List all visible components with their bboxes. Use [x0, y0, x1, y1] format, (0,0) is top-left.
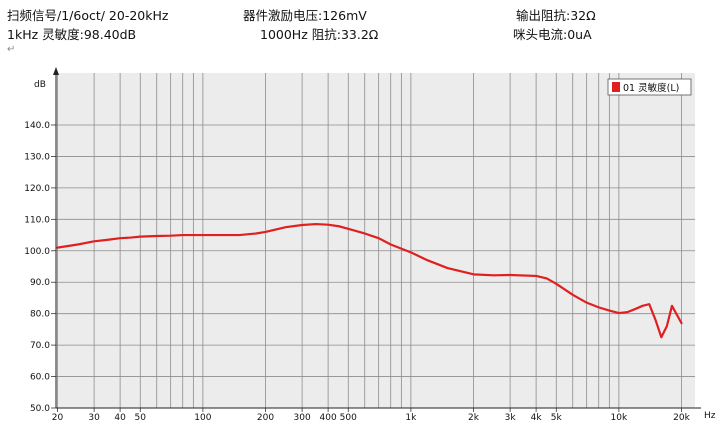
y-tick-label: 60.0	[30, 373, 50, 383]
x-tick-label: 100	[194, 413, 211, 423]
y-tick-label: 120.0	[24, 184, 50, 194]
y-tick-label: 140.0	[24, 121, 50, 131]
x-tick-label: 5k	[551, 413, 563, 423]
output-impedance: 输出阻抗:32Ω	[516, 8, 596, 23]
x-axis-tick-labels: 20 30 40 50 100 200 300 400 500 1k 2k 3k 4k 5k 10k 20k	[52, 408, 691, 423]
x-tick-label: 4k	[531, 413, 543, 423]
y-tick-label: 70.0	[30, 341, 50, 351]
x-tick-label: 20	[52, 413, 64, 423]
sensitivity-1khz: 1kHz 灵敏度:98.40dB	[7, 27, 137, 42]
x-tick-label: 50	[135, 413, 147, 423]
x-axis-label: Hz	[704, 411, 716, 421]
legend-entry: 01 灵敏度(L)	[623, 82, 679, 94]
paragraph-mark: ↵	[7, 44, 16, 55]
legend-box	[607, 78, 692, 96]
sweep-signal: 扫频信号/1/6oct/ 20-20kHz	[7, 8, 169, 23]
y-tick-label: 90.0	[30, 278, 50, 288]
mic-current: 咪头电流:0uA	[513, 27, 592, 42]
x-tick-label: 200	[257, 413, 274, 423]
x-tick-label: 10k	[611, 413, 628, 423]
x-tick-label: 20k	[673, 413, 690, 423]
series-line	[56, 222, 683, 339]
y-tick-label: 130.0	[24, 152, 50, 162]
drive-voltage: 器件激励电压:126mV	[243, 8, 367, 23]
x-tick-label: 30	[88, 413, 100, 423]
vertical-gridlines	[57, 73, 682, 408]
y-axis-arrow	[53, 67, 59, 75]
x-tick-label: 3k	[505, 413, 517, 423]
x-tick-label: 400	[320, 413, 337, 423]
x-tick-label: 500	[340, 413, 357, 423]
y-tick-label: 80.0	[30, 310, 50, 320]
x-tick-label: 1k	[405, 413, 417, 423]
impedance-1000hz: 1000Hz 阻抗:33.2Ω	[260, 27, 379, 42]
y-tick-label: 100.0	[24, 247, 50, 257]
legend: 01 灵敏度(L)	[607, 78, 692, 96]
y-tick-label: 110.0	[24, 215, 50, 225]
y-axis-tick-labels: 50.0 60.0 70.0 80.0 90.0 100.0 110.0 120.0 130.0…	[24, 67, 701, 414]
plot-area	[56, 73, 695, 408]
x-tick-label: 2k	[468, 413, 480, 423]
x-tick-label: 300	[294, 413, 311, 423]
x-tick-label: 40	[114, 413, 126, 423]
series-layer	[56, 222, 683, 339]
y-axis-label: dB	[34, 80, 46, 90]
legend-swatch	[612, 82, 620, 92]
y-tick-label: 50.0	[30, 404, 50, 414]
